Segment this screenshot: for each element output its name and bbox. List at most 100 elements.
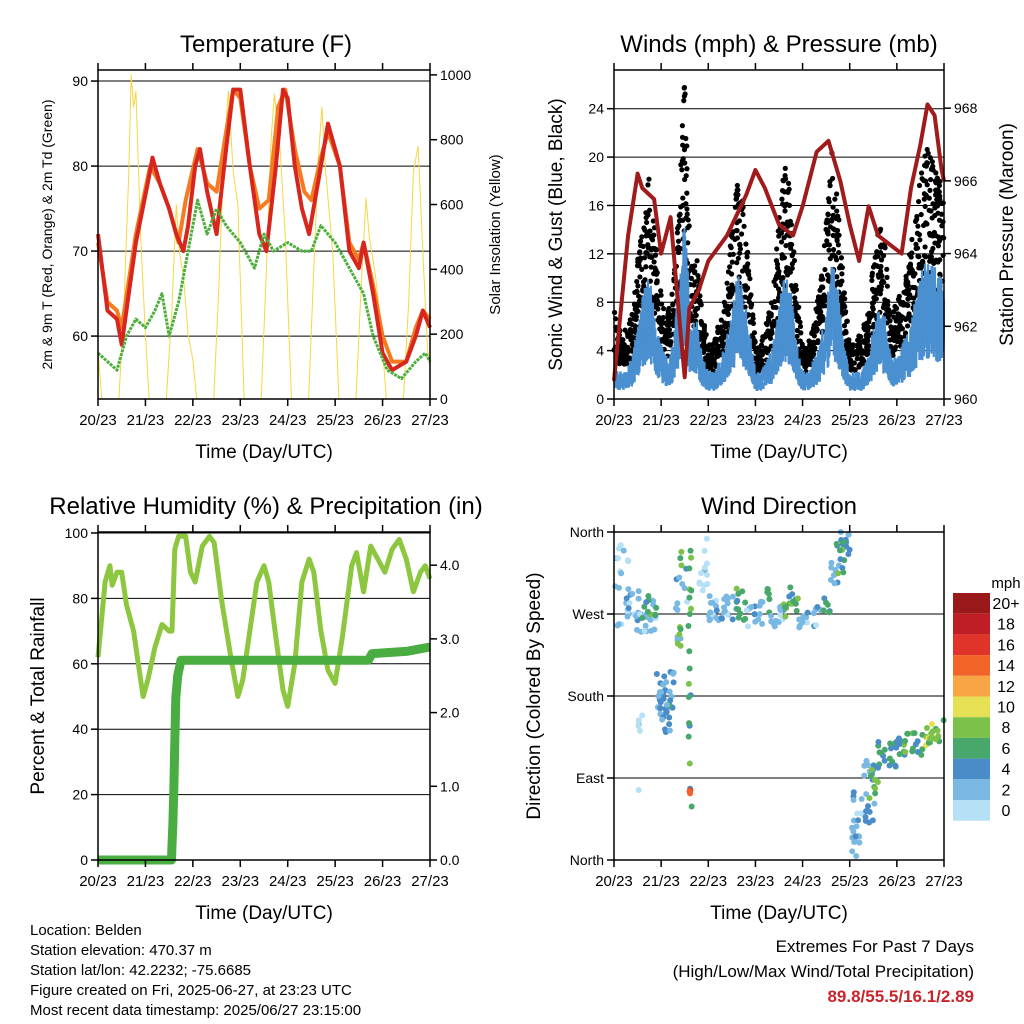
direction-point [927, 735, 934, 742]
gust-point [866, 316, 873, 322]
direction-point [831, 580, 838, 587]
y-tick-label: 40 [72, 721, 88, 737]
gust-point [901, 289, 907, 295]
gust-point [825, 196, 832, 202]
gust-point [871, 295, 877, 301]
gust-point [854, 356, 860, 362]
gust-point [830, 232, 836, 239]
gust-point [696, 299, 702, 305]
gust-point [750, 312, 756, 318]
x-axis-label: Time (Day/UTC) [195, 903, 333, 924]
y-tick-label: 60 [72, 328, 88, 344]
gust-point [887, 318, 893, 324]
panel-1: Temperature (F) Time (Day/UTC) 20/23 21/23 2… [39, 31, 504, 463]
gust-point [647, 278, 653, 284]
y-tick-label: 24 [588, 101, 604, 117]
direction-point [793, 607, 800, 614]
x-tick-label: 21/23 [127, 412, 165, 429]
gust-point [882, 245, 888, 251]
direction-point [660, 681, 667, 688]
gust-point [783, 242, 789, 249]
direction-point [849, 824, 856, 831]
chart-title: Relative Humidity (%) & Precipitation (i… [49, 493, 482, 520]
direction-point [670, 679, 677, 686]
direction-point [624, 557, 631, 564]
gust-point [625, 331, 632, 337]
gust-point [899, 326, 905, 332]
legend-swatch [953, 717, 990, 738]
gust-point [878, 244, 884, 250]
y-tick-label: 0 [80, 852, 88, 868]
y2-axis-label: Station Pressure (Maroon) [997, 123, 1018, 346]
gust-point [646, 207, 653, 213]
gust-point [712, 339, 718, 346]
direction-point [658, 689, 665, 696]
direction-point [744, 623, 751, 630]
gust-point [635, 293, 642, 299]
gust-point [730, 251, 736, 257]
legend-swatch [953, 696, 990, 718]
gust-point [841, 302, 847, 308]
gust-point [694, 258, 700, 264]
y2-tick-label: 3.0 [440, 631, 460, 647]
gust-point [666, 305, 672, 312]
gust-point [843, 338, 850, 344]
direction-point [823, 599, 830, 606]
direction-point [804, 609, 811, 616]
gust-point [790, 286, 796, 292]
gust-point [918, 211, 924, 218]
direction-point [620, 547, 627, 554]
gust-point [936, 183, 942, 189]
direction-point [792, 600, 799, 607]
direction-point [787, 584, 794, 591]
direction-point [828, 559, 835, 566]
direction-point [765, 591, 772, 598]
legend-title: mph [991, 575, 1020, 592]
x-tick-label: 22/23 [690, 873, 728, 890]
direction-point [756, 611, 763, 618]
gust-point [895, 296, 902, 303]
gust-point [854, 351, 861, 357]
gust-point [859, 361, 866, 367]
gust-point [759, 349, 765, 356]
legend-swatch [953, 800, 990, 821]
gust-point [654, 294, 660, 300]
direction-point [666, 688, 673, 695]
y2-tick-label: 4.0 [440, 557, 460, 573]
gust-point [912, 271, 918, 277]
gust-point [741, 223, 747, 229]
gust-point [877, 291, 883, 297]
gust-point [659, 320, 665, 326]
recent-text: Most recent data timestamp: 2025/06/27 2… [30, 1002, 362, 1019]
direction-point [685, 680, 692, 687]
x-tick-label: 24/23 [269, 873, 307, 890]
direction-point [729, 616, 736, 623]
gust-point [774, 261, 781, 267]
y2-tick-label: 2.0 [440, 705, 460, 721]
direction-point [685, 733, 692, 740]
direction-point [820, 607, 827, 614]
direction-point [845, 531, 852, 538]
x-tick-label: 21/23 [642, 873, 680, 890]
gust-point [683, 173, 689, 179]
direction-point [685, 694, 692, 701]
x-tick-label: 22/23 [174, 873, 212, 890]
direction-point [721, 596, 728, 603]
gust-point [795, 305, 801, 311]
gust-point [654, 278, 660, 284]
y-tick-label: 80 [72, 158, 88, 174]
x-tick-label: 27/23 [925, 873, 963, 890]
y-tick-label: 20 [72, 787, 88, 803]
direction-point [800, 613, 807, 620]
direction-point [659, 716, 666, 723]
direction-point [782, 604, 789, 611]
gust-point [666, 327, 672, 334]
direction-point [686, 648, 693, 655]
legend-label: 14 [997, 658, 1015, 675]
gust-point [642, 227, 648, 233]
gust-point [729, 234, 736, 240]
direction-point [670, 670, 677, 677]
gust-point [820, 284, 826, 291]
x-tick-label: 25/23 [831, 412, 869, 429]
